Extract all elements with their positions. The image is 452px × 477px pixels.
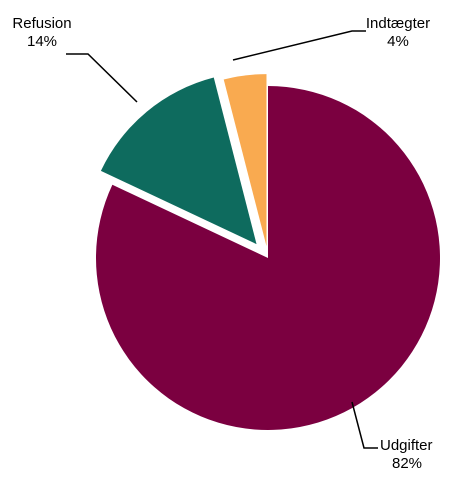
slices-layer <box>95 74 440 430</box>
leader-line-indtægter <box>232 30 366 61</box>
slice-label-name: Udgifter <box>380 437 433 454</box>
slice-label-name: Refusion <box>12 15 71 32</box>
pie-slice-indtægter <box>223 74 267 247</box>
leader-line-udgifter <box>351 401 378 449</box>
labels-layer: Udgifter 82% Refusion 14% Indtægter 4% <box>12 15 432 472</box>
leader-lines-layer <box>66 30 378 449</box>
leader-line-refusion <box>66 53 138 103</box>
pie-slice-udgifter <box>95 86 440 430</box>
slice-label-refusion: Refusion 14% <box>12 15 71 50</box>
slice-label-percent: 14% <box>27 33 57 50</box>
slice-label-name: Indtægter <box>366 15 430 32</box>
slice-label-percent: 4% <box>387 33 409 50</box>
slice-label-indtægter: Indtægter 4% <box>366 15 430 50</box>
slice-label-udgifter: Udgifter 82% <box>380 437 433 472</box>
slice-label-percent: 82% <box>392 455 422 472</box>
pie-slice-refusion <box>100 77 257 245</box>
